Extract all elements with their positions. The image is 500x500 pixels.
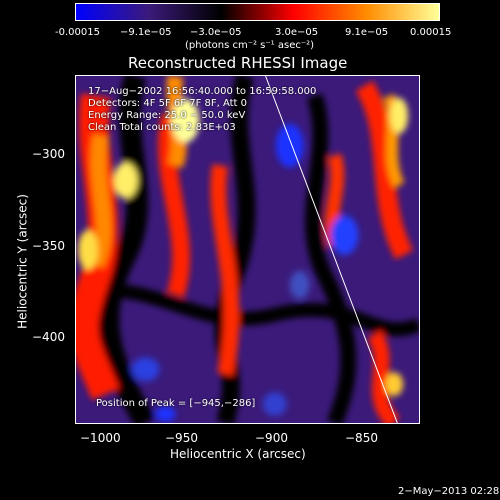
colorbar-tick-3: −3.0e−05 xyxy=(190,27,242,38)
peak-position-text: Position of Peak = [−945,−286] xyxy=(96,398,256,409)
energy-range-text: Energy Range: 25.0 − 50.0 keV xyxy=(88,110,246,121)
colorbar xyxy=(75,3,440,21)
y-tick-400: −400 xyxy=(32,330,65,344)
x-tick-950: −950 xyxy=(165,431,198,445)
rhessi-image-plot: 17−Aug−2002 16:56:40.000 to 16:59:58.000… xyxy=(75,75,420,424)
colorbar-tick-6: 0.00015 xyxy=(410,27,452,38)
x-axis-label: Heliocentric X (arcsec) xyxy=(170,447,306,461)
x-tick-900: −900 xyxy=(255,431,288,445)
heatmap-svg xyxy=(76,76,419,423)
colorbar-tick-1: -0.00015 xyxy=(55,27,100,38)
footer-timestamp: 2−May−2013 02:28 xyxy=(398,486,500,497)
y-tick-350: −350 xyxy=(32,239,65,253)
colorbar-tick-5: 9.1e−05 xyxy=(345,27,389,38)
x-tick-850: −850 xyxy=(345,431,378,445)
clean-counts-text: Clean Total counts: 2.83E+03 xyxy=(88,122,236,133)
plot-title: Reconstructed RHESSI Image xyxy=(128,54,348,72)
x-tick-1000: −1000 xyxy=(80,431,121,445)
detectors-text: Detectors: 4F 5F 6F 7F 8F, Att 0 xyxy=(88,98,248,109)
y-axis-label: Heliocentric Y (arcsec) xyxy=(15,194,30,329)
solar-limb-line xyxy=(265,76,398,423)
colorbar-tick-4: 3.0e−05 xyxy=(275,27,319,38)
colorbar-tick-2: −9.1e−05 xyxy=(120,27,172,38)
y-tick-300: −300 xyxy=(32,147,65,161)
time-range-text: 17−Aug−2002 16:56:40.000 to 16:59:58.000 xyxy=(88,86,317,97)
colorbar-units: (photons cm⁻² s⁻¹ asec⁻²) xyxy=(185,40,315,51)
